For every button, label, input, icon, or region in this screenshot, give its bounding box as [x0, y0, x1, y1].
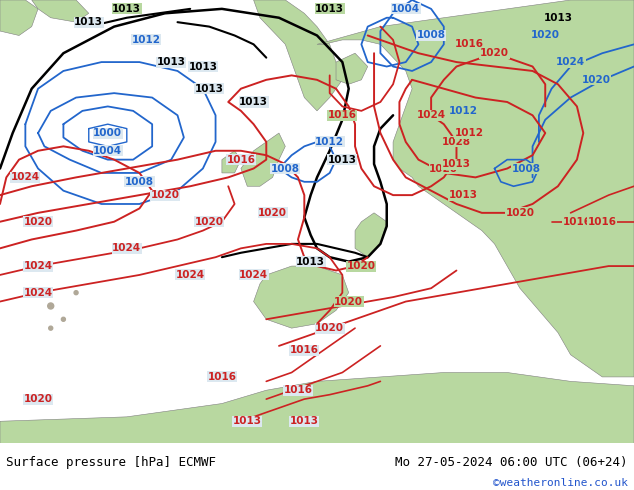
Text: 1020: 1020 [347, 261, 376, 271]
Text: 1020: 1020 [480, 48, 509, 58]
Text: 1016: 1016 [207, 372, 236, 382]
Text: 1020: 1020 [429, 164, 458, 173]
Text: 1020: 1020 [505, 208, 534, 218]
Text: 1020: 1020 [334, 296, 363, 307]
Text: 1024: 1024 [239, 270, 268, 280]
Text: 1013: 1013 [290, 416, 319, 426]
Text: 1013: 1013 [315, 4, 344, 14]
Text: 1024: 1024 [23, 261, 53, 271]
Text: 1012: 1012 [131, 35, 160, 45]
Text: 1020: 1020 [258, 208, 287, 218]
Text: 1008: 1008 [125, 177, 154, 187]
Circle shape [48, 303, 54, 309]
Text: 1013: 1013 [442, 159, 471, 169]
Text: 1016: 1016 [283, 385, 313, 395]
Text: 1004: 1004 [93, 146, 122, 156]
Polygon shape [241, 133, 285, 186]
Polygon shape [254, 0, 342, 111]
Text: 1020: 1020 [195, 217, 224, 227]
Text: 1013: 1013 [448, 190, 477, 200]
Text: 1013: 1013 [239, 97, 268, 107]
Text: 1013: 1013 [296, 257, 325, 267]
Text: 1013: 1013 [543, 13, 573, 23]
Polygon shape [32, 0, 89, 22]
Text: 1020: 1020 [23, 394, 53, 404]
Text: 1004: 1004 [391, 4, 420, 14]
Text: 1016: 1016 [588, 217, 617, 227]
Text: 1013: 1013 [157, 57, 186, 67]
Text: 1008: 1008 [271, 164, 300, 173]
Text: 1024: 1024 [417, 110, 446, 121]
Text: 1016: 1016 [455, 39, 484, 49]
Polygon shape [336, 53, 368, 84]
Text: 1013: 1013 [188, 62, 217, 72]
Text: 1020: 1020 [531, 30, 560, 41]
Text: 1013: 1013 [233, 416, 262, 426]
Text: 1016: 1016 [562, 217, 592, 227]
Text: Surface pressure [hPa] ECMWF: Surface pressure [hPa] ECMWF [6, 456, 216, 468]
Text: 1020: 1020 [315, 323, 344, 333]
Polygon shape [222, 151, 241, 173]
Text: 1020: 1020 [150, 190, 179, 200]
Circle shape [74, 291, 78, 294]
Text: 1024: 1024 [23, 288, 53, 298]
Text: 1024: 1024 [11, 172, 40, 182]
Polygon shape [254, 266, 349, 328]
Text: 1012: 1012 [455, 128, 484, 138]
Text: 1013: 1013 [74, 17, 103, 27]
Text: 1016: 1016 [290, 345, 319, 355]
Polygon shape [0, 372, 634, 443]
Text: 1000: 1000 [93, 128, 122, 138]
Text: 1020: 1020 [23, 217, 53, 227]
Text: Mo 27-05-2024 06:00 UTC (06+24): Mo 27-05-2024 06:00 UTC (06+24) [395, 456, 628, 468]
Polygon shape [355, 213, 387, 257]
Text: 1024: 1024 [112, 244, 141, 253]
Text: 1008: 1008 [417, 30, 446, 41]
Text: 1013: 1013 [195, 84, 224, 94]
Circle shape [49, 326, 53, 330]
Text: 1013: 1013 [328, 155, 357, 165]
Circle shape [61, 318, 65, 321]
Text: 1020: 1020 [581, 75, 611, 85]
Text: 1013: 1013 [112, 4, 141, 14]
Polygon shape [0, 0, 38, 35]
Text: 1008: 1008 [512, 164, 541, 173]
Text: ©weatheronline.co.uk: ©weatheronline.co.uk [493, 478, 628, 488]
Polygon shape [317, 0, 634, 377]
Text: 1012: 1012 [448, 106, 477, 116]
Text: 1028: 1028 [442, 137, 471, 147]
Text: 1024: 1024 [556, 57, 585, 67]
Text: 1024: 1024 [176, 270, 205, 280]
Text: 1012: 1012 [315, 137, 344, 147]
Text: 1016: 1016 [226, 155, 256, 165]
Text: 1016: 1016 [328, 110, 357, 121]
